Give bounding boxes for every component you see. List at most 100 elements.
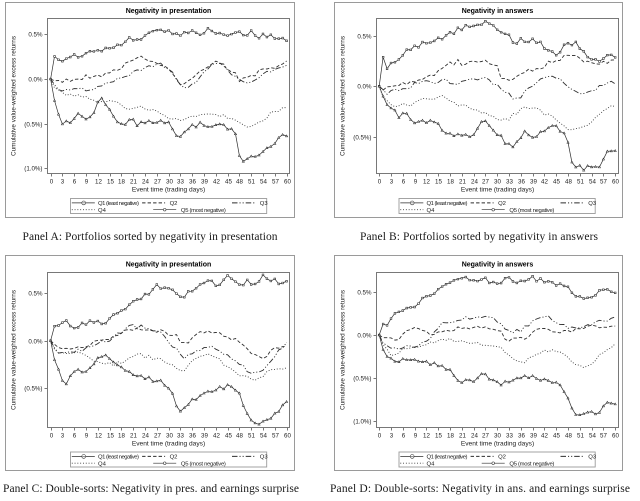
svg-text:9: 9 <box>414 432 418 439</box>
svg-text:0.0%: 0.0% <box>357 333 372 340</box>
svg-text:Q5 (most negative): Q5 (most negative) <box>509 461 554 467</box>
svg-text:(0.5%): (0.5%) <box>353 376 371 383</box>
svg-text:Negativity in presentation: Negativity in presentation <box>126 262 212 269</box>
svg-text:39: 39 <box>530 432 537 439</box>
svg-text:Q2: Q2 <box>170 201 178 207</box>
svg-text:Cumulative value-weighted exce: Cumulative value-weighted excess returns <box>340 290 347 410</box>
svg-text:48: 48 <box>565 178 572 185</box>
svg-text:Q4: Q4 <box>98 461 107 467</box>
svg-text:Q4: Q4 <box>98 208 107 214</box>
svg-text:24: 24 <box>142 178 149 185</box>
svg-text:30: 30 <box>494 178 501 185</box>
svg-text:54: 54 <box>589 432 596 439</box>
svg-text:30: 30 <box>166 432 173 439</box>
svg-text:24: 24 <box>471 432 478 439</box>
svg-text:54: 54 <box>260 432 267 439</box>
svg-text:0: 0 <box>50 178 54 185</box>
svg-text:57: 57 <box>600 178 607 185</box>
svg-text:Q1 (least negative): Q1 (least negative) <box>98 455 139 461</box>
svg-text:Panel A: Portfolios sorted by: Panel A: Portfolios sorted by negativity… <box>23 231 278 243</box>
svg-text:51: 51 <box>577 432 584 439</box>
svg-text:(0.5%): (0.5%) <box>353 135 371 142</box>
svg-text:21: 21 <box>459 432 466 439</box>
svg-text:0.5%: 0.5% <box>357 34 372 41</box>
svg-text:Negativity in answers: Negativity in answers <box>462 262 534 269</box>
svg-text:Q5 (most negative): Q5 (most negative) <box>181 208 226 214</box>
svg-text:12: 12 <box>95 432 102 439</box>
svg-text:33: 33 <box>506 178 513 185</box>
svg-text:0.5%: 0.5% <box>28 32 43 39</box>
svg-text:21: 21 <box>130 178 137 185</box>
svg-text:45: 45 <box>553 432 560 439</box>
svg-text:(0.5%): (0.5%) <box>24 122 42 129</box>
svg-text:6: 6 <box>73 432 77 439</box>
svg-text:51: 51 <box>577 178 584 185</box>
svg-text:Event time (trading days): Event time (trading days) <box>132 187 205 194</box>
svg-text:36: 36 <box>518 178 525 185</box>
svg-text:60: 60 <box>612 432 619 439</box>
svg-text:3: 3 <box>61 432 65 439</box>
svg-text:Negativity in presentation: Negativity in presentation <box>126 8 212 15</box>
svg-text:0.5%: 0.5% <box>357 290 372 297</box>
svg-text:Q3: Q3 <box>260 455 269 461</box>
svg-text:12: 12 <box>423 432 430 439</box>
svg-text:27: 27 <box>154 178 161 185</box>
svg-text:15: 15 <box>435 178 442 185</box>
svg-text:Q1 (least negative): Q1 (least negative) <box>98 201 139 207</box>
svg-text:6: 6 <box>402 178 406 185</box>
svg-text:36: 36 <box>189 432 196 439</box>
svg-text:(1.0%): (1.0%) <box>353 419 371 426</box>
svg-text:Q5 (most negative): Q5 (most negative) <box>181 461 226 467</box>
svg-text:Q4: Q4 <box>427 208 436 214</box>
svg-text:51: 51 <box>248 432 255 439</box>
svg-text:39: 39 <box>530 178 537 185</box>
svg-text:24: 24 <box>471 178 478 185</box>
svg-text:27: 27 <box>482 178 489 185</box>
svg-text:Q3: Q3 <box>588 201 597 207</box>
svg-text:0.0%: 0.0% <box>357 84 372 91</box>
svg-text:3: 3 <box>390 432 394 439</box>
svg-text:0.0%: 0.0% <box>28 77 43 84</box>
svg-text:21: 21 <box>130 432 137 439</box>
svg-text:42: 42 <box>213 178 220 185</box>
svg-text:15: 15 <box>107 178 114 185</box>
svg-text:60: 60 <box>612 178 619 185</box>
svg-text:42: 42 <box>213 432 220 439</box>
svg-text:Q2: Q2 <box>498 455 506 461</box>
svg-text:57: 57 <box>272 432 279 439</box>
svg-text:Cumulative value-weighted exce: Cumulative value-weighted excess returns <box>340 36 347 156</box>
svg-text:12: 12 <box>423 178 430 185</box>
svg-text:54: 54 <box>589 178 596 185</box>
svg-text:Q2: Q2 <box>170 455 178 461</box>
svg-text:60: 60 <box>284 178 291 185</box>
svg-text:Negativity in answers: Negativity in answers <box>462 8 534 15</box>
svg-text:24: 24 <box>142 432 149 439</box>
svg-text:45: 45 <box>225 178 232 185</box>
svg-text:Q3: Q3 <box>260 201 269 207</box>
svg-text:36: 36 <box>189 178 196 185</box>
svg-text:(1.0%): (1.0%) <box>24 166 42 173</box>
svg-text:45: 45 <box>225 432 232 439</box>
svg-text:Event time (trading days): Event time (trading days) <box>461 441 534 448</box>
svg-text:Q1 (least negative): Q1 (least negative) <box>427 201 468 207</box>
svg-text:Event time (trading days): Event time (trading days) <box>132 441 205 448</box>
svg-text:39: 39 <box>201 432 208 439</box>
svg-text:27: 27 <box>482 432 489 439</box>
svg-text:27: 27 <box>154 432 161 439</box>
svg-text:60: 60 <box>284 432 291 439</box>
svg-text:(0.5%): (0.5%) <box>24 386 42 393</box>
svg-text:0: 0 <box>378 432 382 439</box>
svg-text:18: 18 <box>447 178 454 185</box>
svg-text:0: 0 <box>378 178 382 185</box>
svg-text:6: 6 <box>73 178 77 185</box>
svg-text:42: 42 <box>541 178 548 185</box>
svg-text:0.0%: 0.0% <box>28 339 43 346</box>
svg-text:6: 6 <box>402 432 406 439</box>
svg-text:45: 45 <box>553 178 560 185</box>
svg-text:0.5%: 0.5% <box>28 291 43 298</box>
svg-text:Panel C: Double-sorts: Negativ: Panel C: Double-sorts: Negativity in pre… <box>3 483 299 495</box>
svg-text:39: 39 <box>201 178 208 185</box>
svg-text:Cumulative value-weighted exce: Cumulative value-weighted excess returns <box>11 36 18 156</box>
svg-text:3: 3 <box>61 178 65 185</box>
svg-text:Panel B: Portfolios sorted by: Panel B: Portfolios sorted by negativity… <box>360 231 599 243</box>
